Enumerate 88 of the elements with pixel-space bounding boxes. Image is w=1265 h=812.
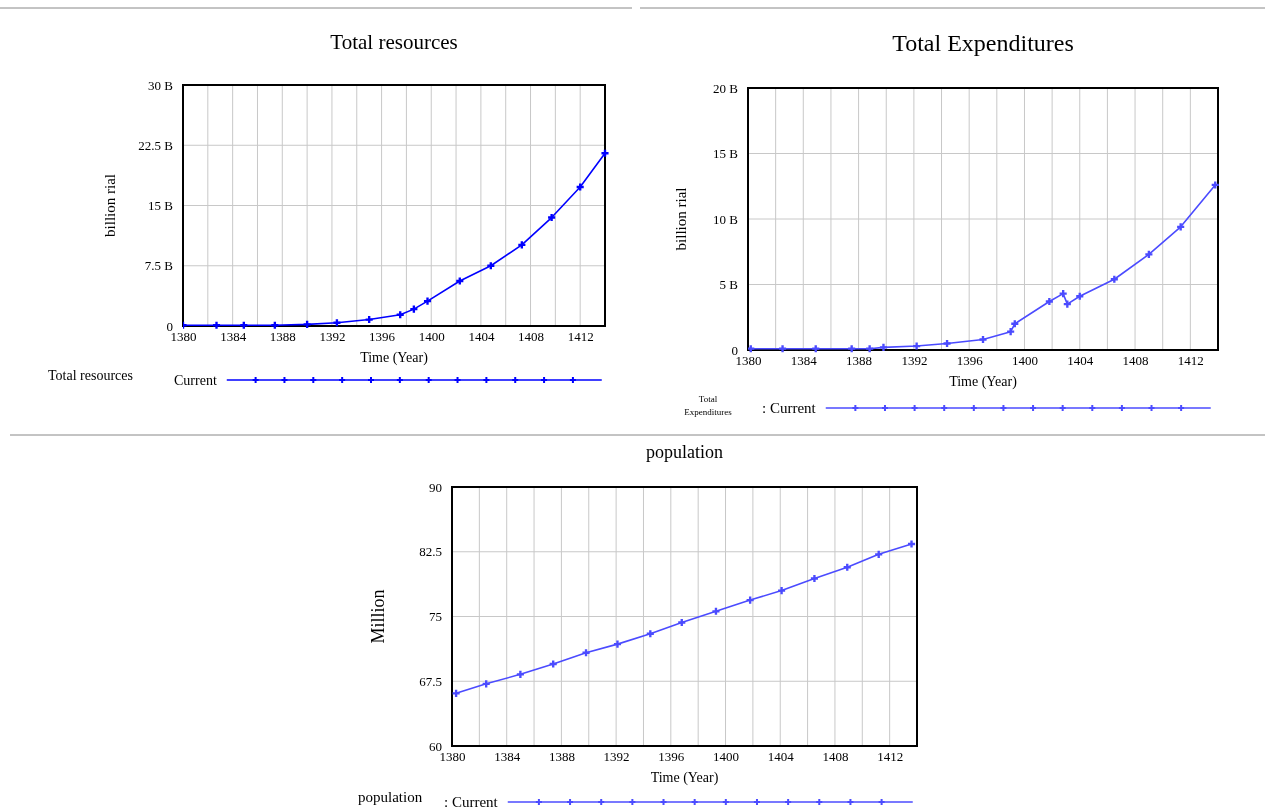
point xyxy=(866,345,874,353)
point xyxy=(1059,290,1067,298)
text: Current xyxy=(174,373,217,388)
point xyxy=(1145,250,1153,258)
y-tick-label: 20 B xyxy=(713,80,739,96)
point xyxy=(613,640,622,648)
point xyxy=(712,607,720,615)
chart-title: population xyxy=(646,442,723,462)
x-tick-label: 1392 xyxy=(603,749,630,765)
point xyxy=(1110,275,1118,283)
y-tick-label: 0 xyxy=(731,342,738,358)
point xyxy=(1007,328,1015,336)
point xyxy=(549,660,557,668)
x-tick-label: 1388 xyxy=(269,329,296,345)
point xyxy=(452,689,460,697)
point xyxy=(913,342,921,350)
chart-title: Total Expenditures xyxy=(892,30,1074,56)
y-tick-label: 90 xyxy=(429,479,442,495)
x-tick-label: 1400 xyxy=(418,329,445,345)
point xyxy=(1045,297,1053,306)
point xyxy=(456,277,464,285)
x-tick-label: 1384 xyxy=(790,353,818,369)
y-tick-label: 0 xyxy=(166,318,173,334)
y-tick-label: 82.5 xyxy=(419,544,442,560)
y-tick-label: 7.5 B xyxy=(144,258,174,274)
x-tick-label: 1404 xyxy=(767,749,795,765)
point xyxy=(678,618,686,627)
legend-title: population xyxy=(358,789,423,805)
point xyxy=(548,214,556,222)
x-axis-title: Time (Year) xyxy=(949,374,1018,390)
point xyxy=(423,297,432,305)
point xyxy=(601,149,609,157)
y-axis-title: Million xyxy=(368,589,388,644)
text: : Current xyxy=(762,400,817,416)
x-axis-title: Time (Year) xyxy=(360,350,429,366)
y-tick-label: 15 B xyxy=(713,146,739,162)
y-tick-label: 15 B xyxy=(148,198,174,214)
point xyxy=(778,587,786,595)
point xyxy=(810,574,818,583)
x-tick-label: 1400 xyxy=(1011,353,1038,369)
text: : Current xyxy=(444,794,499,810)
point xyxy=(582,649,590,657)
x-tick-label: 1388 xyxy=(846,353,873,369)
point xyxy=(907,540,916,548)
point xyxy=(779,345,787,353)
x-axis-title: Time (Year) xyxy=(650,770,719,786)
x-tick-label: 1408 xyxy=(822,749,849,765)
y-tick-label: 30 B xyxy=(148,77,174,93)
chart-title: Total resources xyxy=(330,30,458,54)
y-tick-label: 22.5 B xyxy=(138,137,174,153)
y-axis-title: billion rial xyxy=(102,174,118,237)
x-tick-label: 1384 xyxy=(494,749,521,765)
point xyxy=(875,550,883,558)
x-tick-label: 1384 xyxy=(220,329,247,345)
x-tick-label: 1412 xyxy=(877,749,904,765)
x-tick-label: 1396 xyxy=(369,329,396,345)
point xyxy=(212,321,221,329)
x-tick-label: 1392 xyxy=(901,353,928,369)
point xyxy=(979,335,987,344)
point xyxy=(848,345,856,353)
y-tick-label: 5 B xyxy=(719,277,739,293)
x-tick-label: 1396 xyxy=(658,749,685,765)
x-tick-label: 1404 xyxy=(1067,353,1094,369)
y-tick-label: 60 xyxy=(429,738,442,754)
point xyxy=(748,345,755,353)
point xyxy=(1063,300,1071,308)
point xyxy=(879,343,888,351)
x-tick-label: 1404 xyxy=(468,329,495,345)
y-tick-label: 67.5 xyxy=(419,673,442,689)
legend-title: Total Expenditures xyxy=(684,394,733,417)
x-tick-label: 1400 xyxy=(713,749,740,765)
point xyxy=(303,320,311,328)
point xyxy=(1177,223,1185,231)
x-tick-label: 1392 xyxy=(319,329,346,345)
x-tick-label: 1388 xyxy=(548,749,575,765)
point xyxy=(943,339,951,347)
x-tick-label: 1412 xyxy=(567,329,594,345)
point xyxy=(576,183,584,191)
y-tick-label: 10 B xyxy=(713,211,739,227)
point xyxy=(365,316,373,324)
x-tick-label: 1396 xyxy=(956,353,984,369)
y-tick-label: 75 xyxy=(429,609,442,625)
y-axis-title: billion rial xyxy=(673,187,689,251)
point xyxy=(516,670,524,678)
x-tick-label: 1408 xyxy=(1122,353,1149,369)
x-tick-label: 1408 xyxy=(518,329,545,345)
x-tick-label: 1412 xyxy=(1177,353,1204,369)
legend-title: Total resources xyxy=(48,368,133,383)
